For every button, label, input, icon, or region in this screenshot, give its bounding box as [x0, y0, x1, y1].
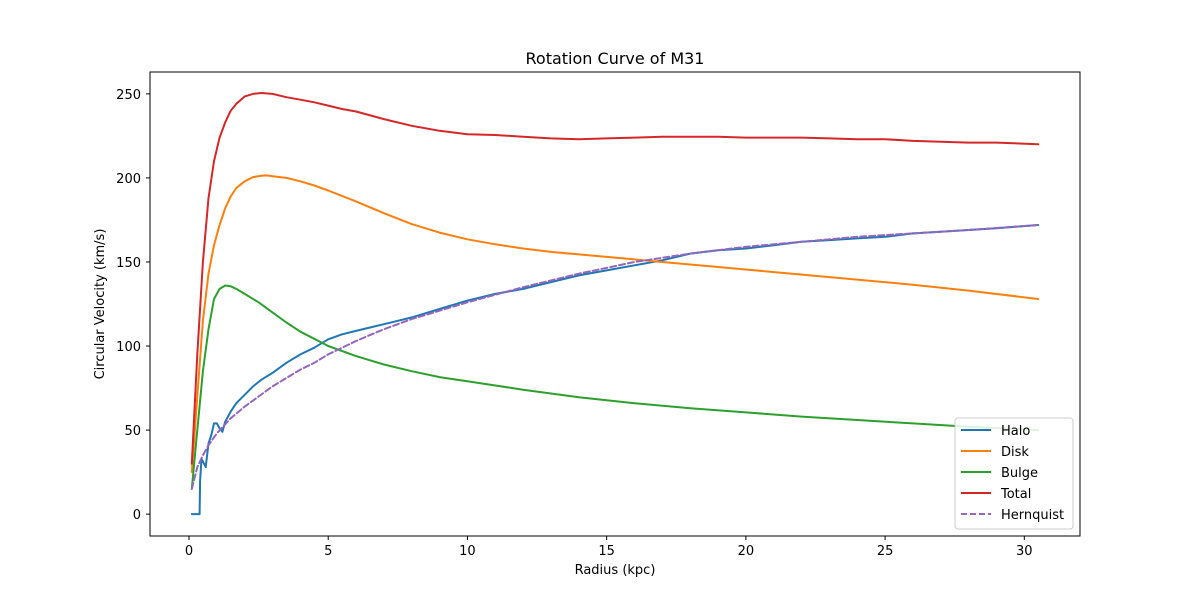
legend-label-disk: Disk: [1001, 445, 1029, 460]
y-tick-label: 100: [116, 340, 141, 355]
legend: Halo Disk Bulge Total Hernquist: [954, 417, 1074, 530]
chart-title: Rotation Curve of M31: [526, 49, 705, 68]
y-axis-label: Circular Velocity (km/s): [93, 229, 108, 380]
x-axis-label: Radius (kpc): [575, 563, 656, 578]
x-axis-ticks: 0 5 10 15 20 25 30: [185, 536, 1033, 559]
legend-label-hernquist: Hernquist: [1001, 508, 1064, 523]
y-axis-ticks: 0 50 100 150 200 250: [116, 88, 150, 523]
x-tick-label: 10: [459, 544, 476, 559]
x-tick-label: 5: [324, 544, 332, 559]
y-tick-label: 50: [124, 424, 141, 439]
y-tick-label: 200: [116, 172, 141, 187]
series-line-disk: [190, 174, 1040, 474]
y-tick-label: 150: [116, 256, 141, 271]
y-tick-label: 250: [116, 88, 141, 103]
legend-label-bulge: Bulge: [1001, 466, 1038, 481]
y-tick-label: 0: [133, 508, 141, 523]
plot-lines: [190, 92, 1040, 516]
plot-frame: [149, 71, 1081, 537]
x-tick-label: 20: [738, 544, 755, 559]
series-line-hernquist: [190, 224, 1040, 490]
legend-label-total: Total: [1000, 487, 1031, 502]
x-tick-label: 25: [877, 544, 894, 559]
series-line-bulge: [190, 284, 1040, 490]
legend-box: [954, 417, 1074, 530]
x-tick-label: 0: [185, 544, 193, 559]
legend-label-halo: Halo: [1001, 424, 1030, 439]
series-line-total: [190, 92, 1040, 465]
x-tick-label: 15: [598, 544, 615, 559]
x-tick-label: 30: [1016, 544, 1033, 559]
